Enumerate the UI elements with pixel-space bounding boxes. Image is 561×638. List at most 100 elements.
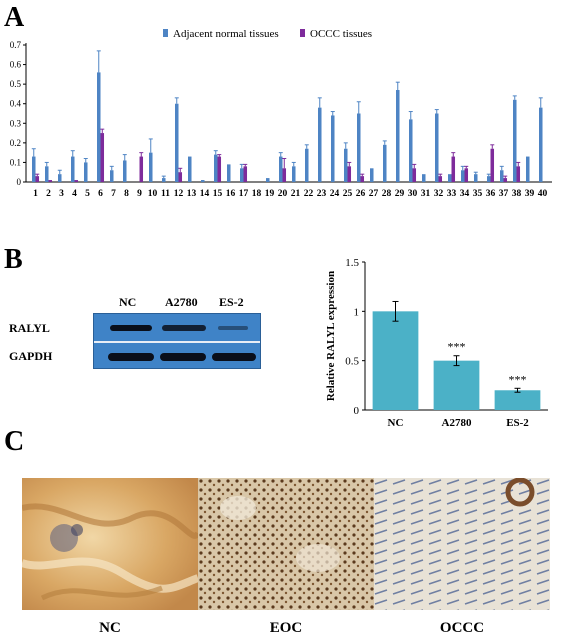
x-tick-label: 11 [161,189,170,199]
x-tick-label: 19 [265,189,275,199]
significance-label: *** [509,372,527,386]
bar-normal [149,152,153,182]
blot-band-ralyl-es2 [218,326,248,330]
bar-occc [35,176,40,182]
bar-normal [58,174,62,182]
x-tick-label: 21 [291,189,301,199]
relative-expression-chart: 0 0.5 1 1.5 Relative RALYL expression NC A2780… [325,257,548,429]
bar-normal [331,115,335,182]
x-tick-label: 14 [200,189,210,199]
blot-band-ralyl-nc [110,325,152,331]
bar-normal [162,178,166,182]
y-tick-label: 0 [17,177,22,187]
bar-normal [110,170,114,182]
bar-normal [71,156,75,182]
x-tick-label: 30 [408,189,418,199]
x-tick-label: 15 [213,189,223,199]
bar-normal [240,168,244,182]
x-tick-label: 39 [525,189,535,199]
bar-occc [438,176,443,182]
bar-occc [451,156,456,182]
bar-normal [266,178,270,182]
ihc-image-occc [374,478,550,610]
bar-occc [490,148,495,182]
x-tick-label: 9 [137,189,142,199]
bar-normal [357,113,361,182]
bar-normal [370,168,374,182]
legend-swatch-occc [300,29,305,37]
x-tick-label: 32 [434,189,444,199]
blot-lane-a2780: A2780 [165,295,198,309]
bar-occc [503,178,508,182]
x-tick-label: 31 [421,189,431,199]
bar-occc [360,176,365,182]
bar-normal [383,144,387,182]
x-tick-label: 1 [33,189,38,199]
x-tick-label: 10 [148,189,158,199]
bar-normal [175,103,179,182]
bar-normal [500,170,504,182]
blot-band-ralyl-a2780 [162,325,206,331]
x-tick-label: 4 [72,189,77,199]
bar [433,360,480,410]
x-tick-label: 3 [59,189,64,199]
x-tick-label: 40 [538,189,548,199]
bar-normal [526,156,530,182]
x-tick-label: 13 [187,189,197,199]
bar-normal [279,156,283,182]
x-tick-label: 29 [395,189,405,199]
bar-normal [487,176,491,182]
x-tick-label: 33 [447,189,457,199]
bar-normal [513,99,517,182]
blot-band-gapdh-a2780 [160,353,206,361]
bar-occc [217,156,222,182]
y-tick-label: 0.5 [10,79,22,89]
ihc-label-nc: NC [99,620,121,636]
bar-occc [464,168,469,182]
x-tick-label: 25 [343,189,353,199]
bar-occc [48,180,53,182]
x-tick-label: 16 [226,189,236,199]
x-tick-label: 8 [124,189,129,199]
western-blot: NC A2780 ES-2 RALYL GAPDH [9,291,261,381]
x-tick-label: 2 [46,189,51,199]
y-tick-label: 0.1 [10,157,21,167]
x-tick-label: 37 [499,189,509,199]
x-tick-label: 23 [317,189,327,199]
x-tick-label: 17 [239,189,249,199]
ihc-image-eoc [198,478,374,610]
panel-label-a: A [4,2,25,33]
bar-normal [292,166,296,182]
y-tick-label: 0.6 [10,60,22,70]
panel-label-c: C [4,426,25,457]
blot-divider [94,341,260,343]
bar-normal [188,156,192,182]
tissue-expression-chart: Adjacent normal tissues OCCC tissues 0 0.1… [10,28,552,199]
x-tick-label: 28 [382,189,392,199]
y-tick-label: 0.5 [345,356,359,368]
y-tick-label: 0.7 [10,40,22,50]
x-tick-label: NC [388,417,404,429]
blot-band-gapdh-nc [108,353,154,361]
blot-membrane [93,313,261,369]
x-tick-label: 36 [486,189,496,199]
bar-normal [45,166,49,182]
bar-normal [123,160,127,182]
y-tick-label: 0.3 [10,118,22,128]
bar-normal [305,148,309,182]
ihc-label-eoc: EOC [269,620,303,636]
x-tick-label: 7 [111,189,116,199]
y-tick-label: 0.2 [10,138,21,148]
bar-occc [516,166,521,182]
x-tick-label: A2780 [442,417,472,429]
blot-row-gapdh: GAPDH [9,349,53,363]
x-tick-label: 27 [369,189,379,199]
x-tick-label: 22 [304,189,314,199]
bar-occc [100,133,105,182]
bar-normal [435,113,439,182]
legend-label-normal: Adjacent normal tissues [173,28,279,40]
x-tick-label: 6 [98,189,103,199]
bar-occc [412,168,417,182]
x-tick-label: 38 [512,189,522,199]
bar-normal [97,72,101,182]
